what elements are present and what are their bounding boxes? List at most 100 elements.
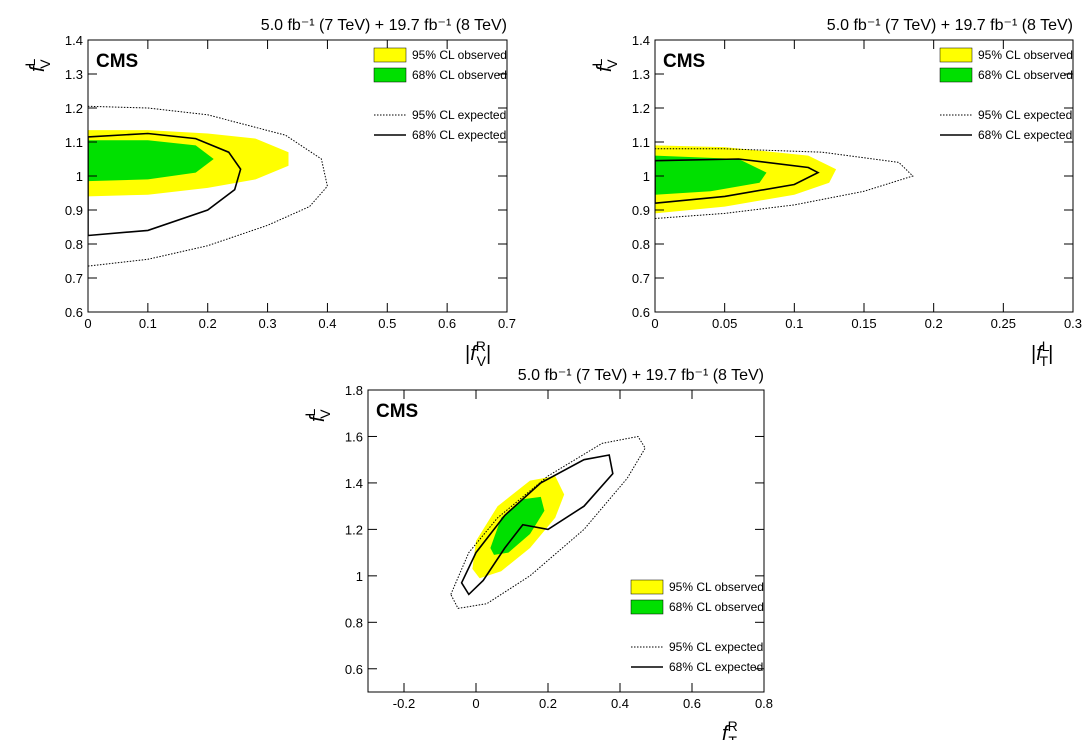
y-tick-label: 1	[643, 169, 650, 184]
label-part: |	[465, 343, 470, 365]
y-tick-label: 1.1	[632, 135, 650, 150]
label-part: f	[27, 64, 49, 72]
x-tick-label: -0.2	[393, 696, 415, 711]
y-tick-label: 0.8	[345, 615, 363, 630]
legend-swatch	[373, 47, 407, 63]
axis-label: fRT	[722, 718, 738, 740]
contour	[655, 155, 767, 195]
axis-label: |fL T|	[1031, 338, 1053, 369]
cms-label: CMS	[663, 51, 705, 72]
axis-label: fLV	[589, 58, 620, 72]
y-tick-label: 1.2	[345, 522, 363, 537]
legend-swatch	[939, 67, 973, 83]
label-part: L	[22, 58, 38, 66]
legend-swatch	[939, 47, 973, 63]
label-part: L	[302, 408, 318, 416]
axis-label: fLV	[22, 58, 53, 72]
y-tick-label: 1.8	[345, 383, 363, 398]
contour	[88, 105, 328, 267]
contour	[490, 496, 545, 555]
x-tick-label: 0.15	[851, 316, 876, 331]
x-tick-label: 0.05	[712, 316, 737, 331]
legend-label: 68% CL observed	[978, 68, 1073, 82]
plot-frame	[367, 389, 765, 693]
y-tick-label: 1.6	[345, 429, 363, 444]
x-tick-label: 0	[472, 696, 479, 711]
y-tick-label: 1.4	[65, 33, 83, 48]
y-tick-label: 1.3	[632, 67, 650, 82]
legend-swatch	[630, 579, 664, 595]
legend-label: 95% CL expected	[978, 108, 1072, 122]
label-part: f	[1036, 343, 1044, 365]
x-tick-label: 0.7	[498, 316, 516, 331]
y-tick-label: 1.4	[632, 33, 650, 48]
axis-label: |fR V|	[465, 338, 491, 369]
legend-label: 95% CL expected	[669, 640, 763, 654]
y-tick-label: 0.9	[65, 203, 83, 218]
label-part: |	[1031, 343, 1036, 365]
y-tick-label: 0.7	[632, 271, 650, 286]
x-tick-label: 0.1	[139, 316, 157, 331]
label-part: V	[37, 59, 53, 69]
x-tick-label: 0.4	[611, 696, 629, 711]
y-tick-label: 0.8	[65, 237, 83, 252]
y-tick-label: 1.4	[345, 476, 363, 491]
x-tick-label: 0.2	[539, 696, 557, 711]
x-tick-label: 0.3	[1064, 316, 1082, 331]
y-tick-label: 1.1	[65, 135, 83, 150]
y-tick-label: 0.6	[632, 305, 650, 320]
label-part: T	[728, 733, 737, 740]
y-tick-label: 0.6	[65, 305, 83, 320]
contour	[460, 454, 614, 596]
legend-label: 95% CL expected	[412, 108, 506, 122]
label-part: L	[1042, 338, 1050, 354]
legend-label: 68% CL expected	[412, 128, 506, 142]
legend-swatch	[630, 599, 664, 615]
label-part: f	[594, 64, 616, 72]
x-tick-label: 0.3	[259, 316, 277, 331]
plot-area	[655, 145, 914, 220]
contour	[450, 435, 646, 609]
x-tick-label: 0.6	[438, 316, 456, 331]
label-part: V	[477, 353, 487, 369]
label-part: |	[486, 343, 491, 365]
panel: 0 0.1 0.2 0.3 0.4 0.5 0.6 0.7 0.6 0.7 0.8 0.9 1 1.1 1.…	[22, 17, 516, 369]
legend-label: 68% CL observed	[669, 600, 764, 614]
legend-label: 95% CL observed	[978, 48, 1073, 62]
contour	[88, 140, 214, 182]
y-tick-label: 1.2	[632, 101, 650, 116]
chart-title: 5.0 fb⁻¹ (7 TeV) + 19.7 fb⁻¹ (8 TeV)	[827, 17, 1073, 34]
contour	[655, 158, 820, 205]
legend-label: 68% CL expected	[978, 128, 1072, 142]
y-tick-label: 1	[356, 569, 363, 584]
legend-label: 68% CL observed	[412, 68, 507, 82]
label-part: f	[307, 414, 329, 422]
y-tick-label: 1.3	[65, 67, 83, 82]
y-tick-label: 0.9	[632, 203, 650, 218]
label-part: V	[317, 409, 333, 419]
legend-label: 68% CL expected	[669, 660, 763, 674]
axis-label: fLV	[302, 408, 333, 422]
legend-label: 95% CL observed	[412, 48, 507, 62]
legend-label: 95% CL observed	[669, 580, 764, 594]
panel: -0.2 0 0.2 0.4 0.6 0.8 0.6 0.8 1 1.2 1.4 1.6 1.8 5.0 …	[302, 367, 773, 740]
contour	[88, 132, 242, 237]
x-tick-label: 0.2	[199, 316, 217, 331]
chart-title: 5.0 fb⁻¹ (7 TeV) + 19.7 fb⁻¹ (8 TeV)	[261, 17, 507, 34]
y-tick-label: 0.6	[345, 662, 363, 677]
x-tick-label: 0.6	[683, 696, 701, 711]
x-tick-label: 0.4	[318, 316, 336, 331]
x-tick-label: 0	[651, 316, 658, 331]
label-part: T	[1040, 353, 1049, 369]
label-part: f	[470, 343, 478, 365]
x-tick-label: 0.5	[378, 316, 396, 331]
chart-title: 5.0 fb⁻¹ (7 TeV) + 19.7 fb⁻¹ (8 TeV)	[518, 367, 764, 384]
panel: 0 0.05 0.1 0.15 0.2 0.25 0.3 0.6 0.7 0.8 0.9 1 1.1 1.…	[589, 17, 1082, 369]
label-part: L	[589, 58, 605, 66]
y-tick-label: 1.2	[65, 101, 83, 116]
x-tick-label: 0.25	[991, 316, 1016, 331]
cms-label: CMS	[376, 401, 418, 422]
label-part: R	[476, 338, 486, 354]
x-tick-label: 0.1	[785, 316, 803, 331]
